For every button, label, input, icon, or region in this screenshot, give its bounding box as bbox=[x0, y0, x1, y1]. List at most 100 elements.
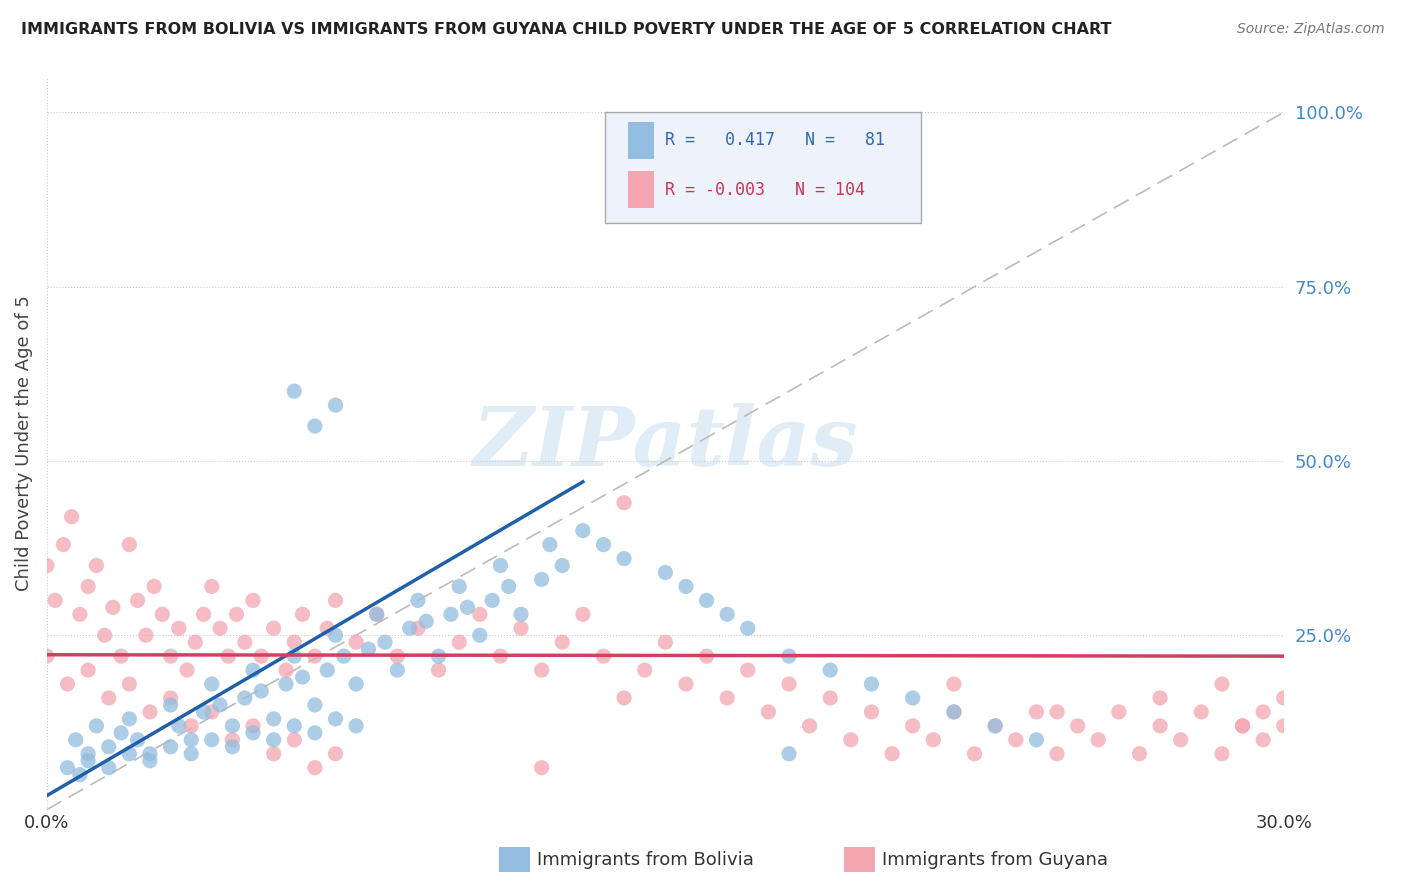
Point bbox=[613, 496, 636, 510]
Point bbox=[427, 663, 450, 677]
Point bbox=[374, 635, 396, 649]
Point bbox=[69, 607, 91, 622]
Point bbox=[242, 726, 264, 740]
Point bbox=[101, 600, 124, 615]
Point bbox=[242, 719, 264, 733]
Point bbox=[1189, 705, 1212, 719]
Point bbox=[118, 677, 141, 691]
Point bbox=[406, 621, 429, 635]
Point bbox=[1087, 732, 1109, 747]
Point bbox=[551, 558, 574, 573]
Point bbox=[97, 739, 120, 754]
Point bbox=[304, 649, 326, 664]
Point bbox=[139, 747, 162, 761]
Point bbox=[167, 621, 190, 635]
Text: R =   0.417   N =   81: R = 0.417 N = 81 bbox=[665, 131, 884, 149]
Point bbox=[97, 690, 120, 705]
Point bbox=[86, 719, 108, 733]
Point bbox=[716, 690, 738, 705]
Point bbox=[613, 551, 636, 566]
Point bbox=[530, 663, 553, 677]
Point bbox=[304, 726, 326, 740]
Point bbox=[820, 663, 842, 677]
Point bbox=[304, 419, 326, 434]
Point bbox=[778, 677, 800, 691]
Point bbox=[159, 649, 181, 664]
Point bbox=[530, 761, 553, 775]
Point bbox=[1211, 747, 1233, 761]
Point bbox=[127, 593, 149, 607]
Point bbox=[489, 649, 512, 664]
Point bbox=[860, 677, 883, 691]
Point bbox=[110, 649, 132, 664]
Point bbox=[217, 649, 239, 664]
Text: Source: ZipAtlas.com: Source: ZipAtlas.com bbox=[1237, 22, 1385, 37]
Point bbox=[538, 538, 561, 552]
Point bbox=[1272, 719, 1295, 733]
Point bbox=[127, 732, 149, 747]
Point bbox=[942, 677, 965, 691]
Point bbox=[344, 719, 367, 733]
Point bbox=[427, 649, 450, 664]
Point bbox=[97, 761, 120, 775]
Point bbox=[69, 767, 91, 781]
Point bbox=[675, 579, 697, 593]
Point bbox=[737, 621, 759, 635]
Point bbox=[1066, 719, 1088, 733]
Point bbox=[449, 635, 471, 649]
Point bbox=[52, 538, 75, 552]
Point bbox=[332, 649, 354, 664]
Point bbox=[344, 635, 367, 649]
Point bbox=[922, 732, 945, 747]
Point bbox=[1232, 719, 1254, 733]
Point bbox=[1046, 705, 1069, 719]
Point bbox=[274, 663, 297, 677]
Point bbox=[387, 649, 409, 664]
Point bbox=[283, 732, 305, 747]
Point bbox=[510, 607, 533, 622]
Point bbox=[737, 663, 759, 677]
Point bbox=[77, 754, 100, 768]
Point bbox=[201, 705, 224, 719]
Point bbox=[44, 593, 66, 607]
Point bbox=[56, 761, 79, 775]
Point bbox=[675, 677, 697, 691]
Point bbox=[316, 621, 339, 635]
Point bbox=[77, 579, 100, 593]
Point bbox=[143, 579, 166, 593]
Point bbox=[316, 663, 339, 677]
Point bbox=[139, 754, 162, 768]
Point bbox=[135, 628, 157, 642]
Point bbox=[880, 747, 903, 761]
Point bbox=[283, 635, 305, 649]
Point bbox=[150, 607, 173, 622]
Point bbox=[118, 712, 141, 726]
Point bbox=[468, 628, 491, 642]
Point bbox=[263, 712, 285, 726]
Point bbox=[118, 538, 141, 552]
Point bbox=[221, 739, 243, 754]
Point bbox=[1046, 747, 1069, 761]
Point bbox=[468, 607, 491, 622]
Point bbox=[283, 384, 305, 399]
Point bbox=[551, 635, 574, 649]
Point bbox=[263, 747, 285, 761]
Point bbox=[440, 607, 463, 622]
Point bbox=[778, 747, 800, 761]
Point bbox=[1108, 705, 1130, 719]
Text: Immigrants from Guyana: Immigrants from Guyana bbox=[882, 851, 1108, 869]
Point bbox=[242, 663, 264, 677]
Point bbox=[274, 677, 297, 691]
Point bbox=[406, 593, 429, 607]
Point bbox=[304, 698, 326, 712]
Point bbox=[221, 732, 243, 747]
Point bbox=[634, 663, 657, 677]
Point bbox=[193, 607, 215, 622]
Point bbox=[366, 607, 388, 622]
Point bbox=[758, 705, 780, 719]
Point bbox=[481, 593, 503, 607]
Point bbox=[449, 579, 471, 593]
Point bbox=[77, 663, 100, 677]
Point bbox=[1149, 719, 1171, 733]
Point bbox=[233, 635, 256, 649]
